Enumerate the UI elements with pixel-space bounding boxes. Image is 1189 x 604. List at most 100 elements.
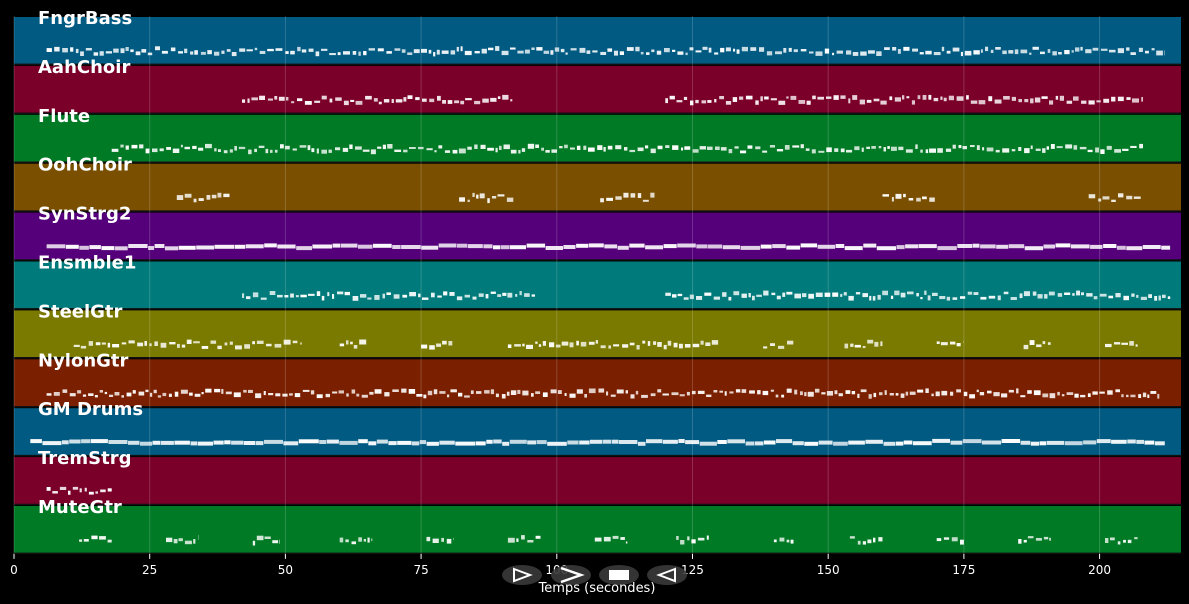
note-mark bbox=[428, 49, 432, 54]
note-mark bbox=[526, 243, 546, 248]
note-mark bbox=[1043, 536, 1049, 540]
note-mark bbox=[927, 295, 931, 301]
note-mark bbox=[46, 393, 52, 396]
note-mark bbox=[1105, 538, 1109, 543]
note-mark bbox=[427, 390, 433, 396]
track-notes bbox=[46, 46, 1165, 57]
note-mark bbox=[174, 440, 190, 445]
note-mark bbox=[846, 50, 852, 55]
note-mark bbox=[231, 440, 244, 445]
note-mark bbox=[104, 391, 108, 395]
note-mark bbox=[62, 389, 68, 393]
note-mark bbox=[872, 296, 876, 301]
note-mark bbox=[610, 394, 616, 397]
note-mark bbox=[255, 441, 264, 446]
note-mark bbox=[790, 539, 794, 544]
note-mark bbox=[790, 95, 797, 100]
note-mark bbox=[1023, 291, 1030, 297]
note-mark bbox=[679, 394, 685, 397]
note-mark bbox=[595, 340, 598, 344]
note-mark bbox=[937, 148, 943, 153]
note-mark bbox=[683, 297, 689, 300]
track-notes bbox=[30, 438, 1165, 446]
note-mark bbox=[343, 51, 350, 55]
note-mark bbox=[629, 243, 645, 248]
note-mark bbox=[866, 99, 872, 103]
note-mark bbox=[1019, 293, 1023, 299]
track-notes bbox=[46, 243, 1171, 251]
note-mark bbox=[1034, 97, 1041, 103]
note-mark bbox=[52, 491, 58, 494]
stop-button[interactable] bbox=[599, 565, 639, 585]
track-notes bbox=[46, 486, 112, 495]
note-mark bbox=[642, 199, 649, 202]
note-mark bbox=[812, 95, 816, 100]
note-mark bbox=[918, 244, 937, 249]
track-background bbox=[14, 114, 1181, 162]
note-mark bbox=[699, 441, 717, 446]
note-mark bbox=[172, 148, 180, 153]
fast-forward-button[interactable] bbox=[551, 565, 591, 585]
note-mark bbox=[629, 342, 635, 346]
note-mark bbox=[197, 441, 213, 446]
note-mark bbox=[1099, 293, 1107, 297]
note-mark bbox=[184, 48, 188, 54]
button-background bbox=[502, 565, 542, 585]
note-mark bbox=[672, 49, 676, 52]
note-mark bbox=[689, 294, 694, 300]
note-mark bbox=[772, 244, 786, 249]
note-mark bbox=[775, 394, 779, 398]
note-mark bbox=[1048, 291, 1055, 296]
note-mark bbox=[1061, 394, 1065, 397]
note-mark bbox=[684, 344, 691, 348]
note-mark bbox=[421, 344, 428, 349]
note-mark bbox=[735, 389, 741, 393]
note-mark bbox=[137, 342, 144, 347]
note-mark bbox=[699, 146, 706, 150]
rewind-button[interactable] bbox=[647, 565, 687, 585]
note-mark bbox=[1001, 393, 1008, 398]
note-mark bbox=[561, 341, 569, 346]
x-tick-label: 50 bbox=[278, 563, 293, 577]
note-mark bbox=[685, 440, 700, 445]
note-mark bbox=[311, 148, 315, 153]
note-mark bbox=[1092, 391, 1098, 395]
note-mark bbox=[411, 441, 420, 446]
note-mark bbox=[259, 50, 266, 54]
note-mark bbox=[692, 343, 700, 348]
note-mark bbox=[1100, 149, 1105, 154]
note-mark bbox=[1081, 100, 1087, 104]
note-mark bbox=[773, 539, 777, 543]
x-tick-label: 150 bbox=[817, 563, 840, 577]
note-mark bbox=[583, 145, 587, 150]
note-mark bbox=[442, 100, 446, 104]
note-mark bbox=[646, 52, 650, 55]
note-mark bbox=[458, 148, 466, 154]
x-tick-label: 175 bbox=[952, 563, 975, 577]
note-mark bbox=[497, 294, 502, 297]
note-mark bbox=[526, 344, 533, 349]
note-mark bbox=[1158, 295, 1161, 301]
note-mark bbox=[538, 344, 542, 347]
note-mark bbox=[733, 48, 736, 52]
note-mark bbox=[1142, 392, 1147, 398]
note-mark bbox=[911, 100, 915, 105]
note-mark bbox=[478, 293, 484, 297]
note-mark bbox=[59, 486, 67, 490]
note-mark bbox=[1121, 394, 1124, 398]
note-mark bbox=[900, 393, 905, 398]
note-mark bbox=[868, 394, 872, 399]
note-mark bbox=[1131, 293, 1135, 297]
note-mark bbox=[502, 441, 510, 446]
note-mark bbox=[741, 389, 747, 393]
track-notes bbox=[242, 94, 1143, 106]
track-background bbox=[14, 17, 1181, 64]
note-mark bbox=[745, 441, 755, 446]
note-mark bbox=[214, 388, 221, 393]
note-mark bbox=[708, 47, 712, 53]
note-mark bbox=[252, 292, 259, 298]
note-mark bbox=[1081, 292, 1084, 296]
note-mark bbox=[576, 243, 589, 248]
note-mark bbox=[1066, 100, 1073, 104]
play-button[interactable] bbox=[502, 565, 542, 585]
